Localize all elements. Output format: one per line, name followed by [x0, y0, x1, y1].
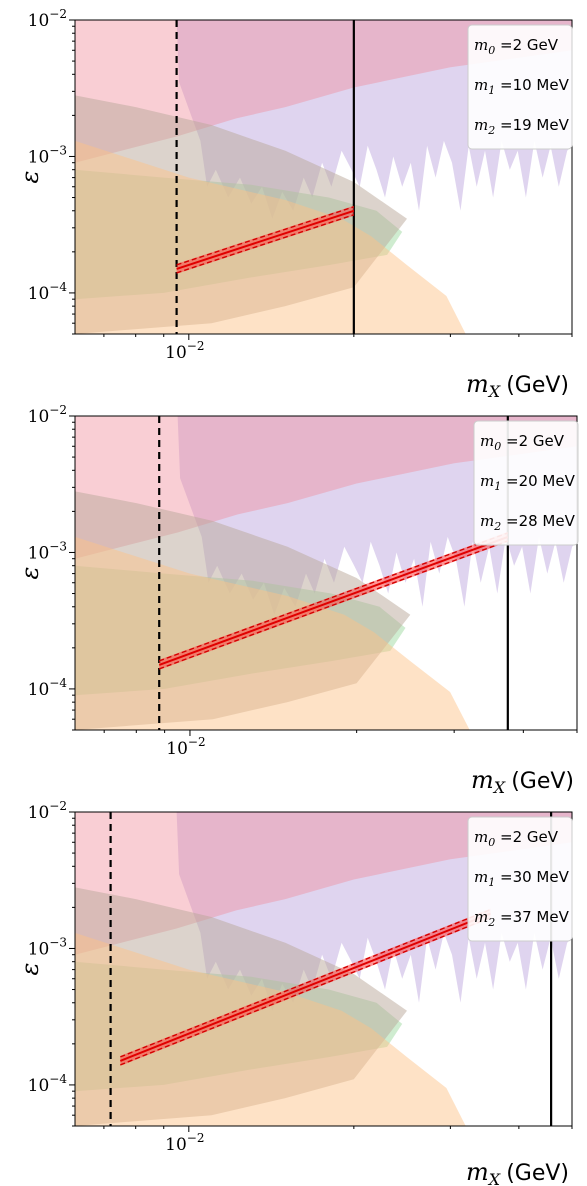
legend-box [467, 24, 573, 150]
x-axis-label: mX (GeV) [466, 370, 569, 401]
y-axis-label: ε [16, 171, 44, 184]
legend-entry: m2 =37 MeV [474, 908, 570, 929]
legend-box [473, 420, 579, 546]
y-tick-label: 10−2 [28, 799, 67, 823]
x-axis-label: mX (GeV) [466, 1158, 569, 1186]
legend-entry: m0 =2 GeV [474, 36, 559, 57]
plot-panel-3: 10−2 10−3 10−4 10−2 ε mX (GeV) m0 =2 GeV m1 =30 … [16, 799, 573, 1186]
region-gray [75, 95, 407, 334]
y-tick-label: 10−4 [28, 1072, 68, 1096]
axes-frame [74, 811, 573, 1127]
y-tick-label: 10−3 [28, 539, 67, 563]
y-tick-label: 10−3 [28, 143, 67, 167]
legend: m0 =2 GeV m1 =20 MeV m2 =28 MeV [473, 420, 579, 546]
axes-frame [74, 19, 573, 335]
x-tick-label: 10−2 [165, 339, 204, 363]
signal-band-edge [176, 214, 355, 274]
axes-frame [74, 415, 578, 731]
region-purple [75, 812, 572, 1011]
region-orange [75, 932, 466, 1126]
y-tick-label: 10−4 [28, 676, 68, 700]
x-axis-label: mX (GeV) [471, 766, 574, 797]
legend: m0 =2 GeV m1 =30 MeV m2 =37 MeV [467, 816, 573, 942]
legend-entry: m1 =20 MeV [480, 472, 576, 493]
region-purple [75, 20, 572, 219]
region-gray [75, 887, 407, 1126]
legend-entry: m1 =10 MeV [474, 76, 570, 97]
region-purple [75, 416, 577, 615]
legend-entry: m0 =2 GeV [474, 828, 559, 849]
legend-entry: m0 =2 GeV [480, 432, 565, 453]
signal-band-edge [176, 206, 355, 266]
plot-area [75, 20, 572, 334]
plot-area [75, 812, 572, 1126]
plot-panel-2: 10−2 10−3 10−4 10−2 ε mX (GeV) m0 =2 GeV m1 =20 … [16, 403, 579, 797]
legend-box [467, 816, 573, 942]
y-tick-label: 10−3 [28, 935, 67, 959]
signal-band-edge [158, 532, 509, 662]
signal-band [119, 908, 491, 1066]
signal-band [158, 531, 509, 670]
legend-entry: m2 =19 MeV [474, 116, 570, 137]
region-orange [75, 536, 470, 730]
signal-band-center [158, 535, 509, 666]
plot-panel-1: 10−2 10−3 10−4 10−2 ε mX (GeV) m0 =2 GeV m1 =10 … [16, 7, 573, 401]
y-tick-label: 10−2 [28, 403, 67, 427]
y-axis-label: ε [16, 567, 44, 580]
x-tick-label: 10−2 [165, 1131, 204, 1155]
plot-area [75, 416, 577, 730]
x-tick-label: 10−2 [166, 735, 205, 759]
signal-band-center [176, 209, 355, 270]
signal-band-edge [120, 916, 491, 1066]
y-tick-label: 10−2 [28, 7, 67, 31]
legend: m0 =2 GeV m1 =10 MeV m2 =19 MeV [467, 24, 573, 150]
signal-band-edge [158, 540, 509, 670]
y-tick-label: 10−4 [28, 280, 68, 304]
signal-band [176, 205, 355, 274]
signal-band-edge [120, 908, 491, 1058]
legend-entry: m2 =28 MeV [480, 512, 576, 533]
y-axis-label: ε [16, 963, 44, 976]
signal-band-center [119, 912, 491, 1062]
legend-entry: m1 =30 MeV [474, 868, 570, 889]
